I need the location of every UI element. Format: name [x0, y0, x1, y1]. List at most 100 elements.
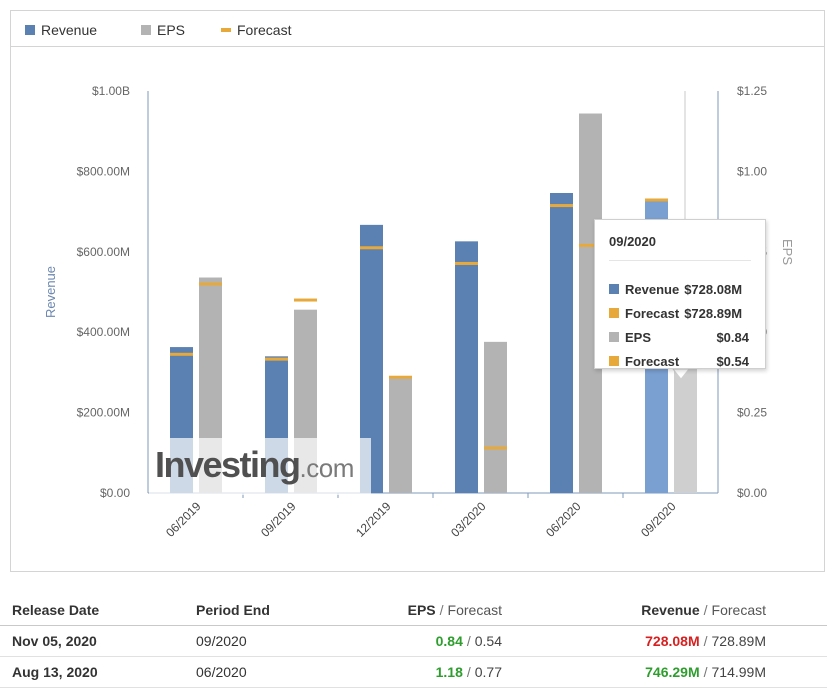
separator: / — [466, 664, 471, 680]
tooltip-row-eps: EPS $0.84 — [609, 328, 749, 346]
x-tick-label: 06/2020 — [543, 499, 584, 540]
y-left-axis-title: Revenue — [43, 266, 58, 318]
header-revenue-label: Revenue — [641, 602, 700, 618]
y-right-tick-label: $1.00 — [737, 164, 767, 178]
table-row: Nov 05, 2020 09/2020 0.84/0.54 728.08M/7… — [0, 625, 827, 657]
revenue-bar — [455, 241, 478, 493]
eps-forecast: 0.54 — [474, 633, 502, 649]
revenue-forecast-marker — [550, 204, 573, 208]
header-revenue-forecast: Forecast — [711, 602, 766, 618]
separator: / — [703, 633, 708, 649]
tooltip-label: Forecast — [625, 305, 680, 321]
tooltip-row-eps-forecast: Forecast $0.54 — [609, 352, 749, 370]
tooltip-label: Forecast — [625, 353, 680, 369]
legend-label-revenue: Revenue — [41, 22, 98, 38]
y-left-tick-label: $200.00M — [77, 406, 130, 420]
table-header-row: Release Date Period End EPS / Forecast Rev… — [0, 595, 827, 626]
x-tick-label: 09/2019 — [258, 499, 299, 540]
watermark-logo: Investing.com — [155, 444, 354, 486]
eps-forecast-marker — [199, 282, 222, 286]
separator: / — [703, 664, 708, 680]
revenue-forecast-marker — [360, 246, 383, 250]
header-separator: / — [439, 602, 444, 618]
legend-item-eps[interactable]: EPS — [141, 22, 185, 38]
header-revenue[interactable]: Revenue / Forecast — [522, 595, 827, 626]
tooltip-value: $0.54 — [716, 353, 749, 369]
y-right-axis-title: EPS — [780, 239, 795, 265]
y-left-tick-label: $1.00B — [92, 84, 130, 98]
header-separator: / — [703, 602, 708, 618]
revenue-bar — [360, 224, 383, 493]
tooltip-forecast-swatch-icon — [609, 356, 619, 366]
y-left-tick-label: $400.00M — [77, 325, 130, 339]
tooltip-pointer — [671, 368, 691, 380]
legend-label-eps: EPS — [157, 22, 186, 38]
release-date-cell: Nov 05, 2020 — [0, 625, 196, 657]
legend-item-forecast[interactable]: Forecast — [221, 22, 291, 38]
tooltip-value: $728.08M — [684, 281, 743, 297]
tooltip-label: EPS — [625, 329, 652, 345]
earnings-chart: Revenue EPS Forecast $0.00 $200.00M $400.0… — [10, 10, 825, 572]
separator: / — [466, 633, 471, 649]
revenue-forecast: 714.99M — [711, 664, 766, 680]
x-tick-label: 06/2019 — [163, 499, 204, 540]
period-end-cell: 09/2020 — [196, 625, 336, 657]
y-left-tick-label: $0.00 — [100, 486, 130, 500]
table-row: Aug 13, 2020 06/2020 1.18/0.77 746.29M/7… — [0, 656, 827, 688]
tooltip-revenue-swatch-icon — [609, 284, 619, 294]
header-release-date[interactable]: Release Date — [0, 595, 196, 626]
y-right-tick-label: $0.00 — [737, 486, 767, 500]
revenue-forecast: 728.89M — [711, 633, 766, 649]
tooltip-value: $0.84 — [716, 329, 749, 345]
header-eps-label: EPS — [407, 602, 436, 618]
legend-item-revenue[interactable]: Revenue — [25, 22, 97, 38]
tooltip-eps-swatch-icon — [609, 332, 619, 342]
y-right-tick-label: $0.25 — [737, 406, 767, 420]
revenue-forecast-marker — [455, 261, 478, 265]
header-eps-forecast: Forecast — [447, 602, 502, 618]
eps-forecast-marker — [389, 375, 412, 379]
eps-bar — [484, 341, 507, 493]
header-period-end[interactable]: Period End — [196, 595, 336, 626]
eps-forecast: 0.77 — [474, 664, 502, 680]
tooltip-row-revenue: Revenue $728.08M — [609, 280, 749, 298]
tooltip-title: 09/2020 — [609, 234, 656, 249]
watermark-suffix: .com — [299, 453, 355, 483]
investing-watermark: Investing.com — [149, 438, 371, 495]
revenue-forecast-marker — [170, 352, 193, 356]
eps-forecast-marker — [294, 298, 317, 302]
release-date-cell: Aug 13, 2020 — [0, 656, 196, 688]
revenue-actual: 746.29M — [645, 664, 700, 680]
x-tick-label: 12/2019 — [353, 499, 394, 540]
eps-bar — [579, 113, 602, 494]
revenue-cell: 746.29M/714.99M — [522, 656, 827, 688]
eps-cell: 0.84/0.54 — [336, 625, 522, 657]
eps-forecast-marker — [579, 243, 602, 247]
y-left-tick-label: $800.00M — [77, 164, 130, 178]
period-end-cell: 06/2020 — [196, 656, 336, 688]
earnings-table: Release Date Period End EPS / Forecast Rev… — [0, 595, 827, 688]
eps-forecast-marker — [484, 446, 507, 450]
eps-actual: 1.18 — [435, 664, 463, 680]
revenue-forecast-marker — [265, 357, 288, 361]
eps-swatch-icon — [141, 25, 151, 35]
revenue-swatch-icon — [25, 25, 35, 35]
revenue-actual: 728.08M — [645, 633, 700, 649]
eps-actual: 0.84 — [435, 633, 463, 649]
revenue-cell: 728.08M/728.89M — [522, 625, 827, 657]
x-tick-label: 09/2020 — [638, 499, 679, 540]
y-right-tick-label: $1.25 — [737, 84, 767, 98]
revenue-bar — [550, 192, 573, 493]
tooltip-forecast-swatch-icon — [609, 308, 619, 318]
tooltip-row-revenue-forecast: Forecast $728.89M — [609, 304, 749, 322]
tooltip-value: $728.89M — [684, 305, 743, 321]
header-eps[interactable]: EPS / Forecast — [336, 595, 522, 626]
legend-label-forecast: Forecast — [237, 22, 292, 38]
x-tick-label: 03/2020 — [448, 499, 489, 540]
tooltip-label: Revenue — [625, 281, 680, 297]
revenue-forecast-marker — [645, 198, 668, 202]
tooltip-divider — [609, 260, 751, 261]
eps-cell: 1.18/0.77 — [336, 656, 522, 688]
forecast-swatch-icon — [221, 28, 231, 32]
chart-tooltip: 09/2020 Revenue $728.08M Forecast $728.8… — [594, 219, 766, 369]
